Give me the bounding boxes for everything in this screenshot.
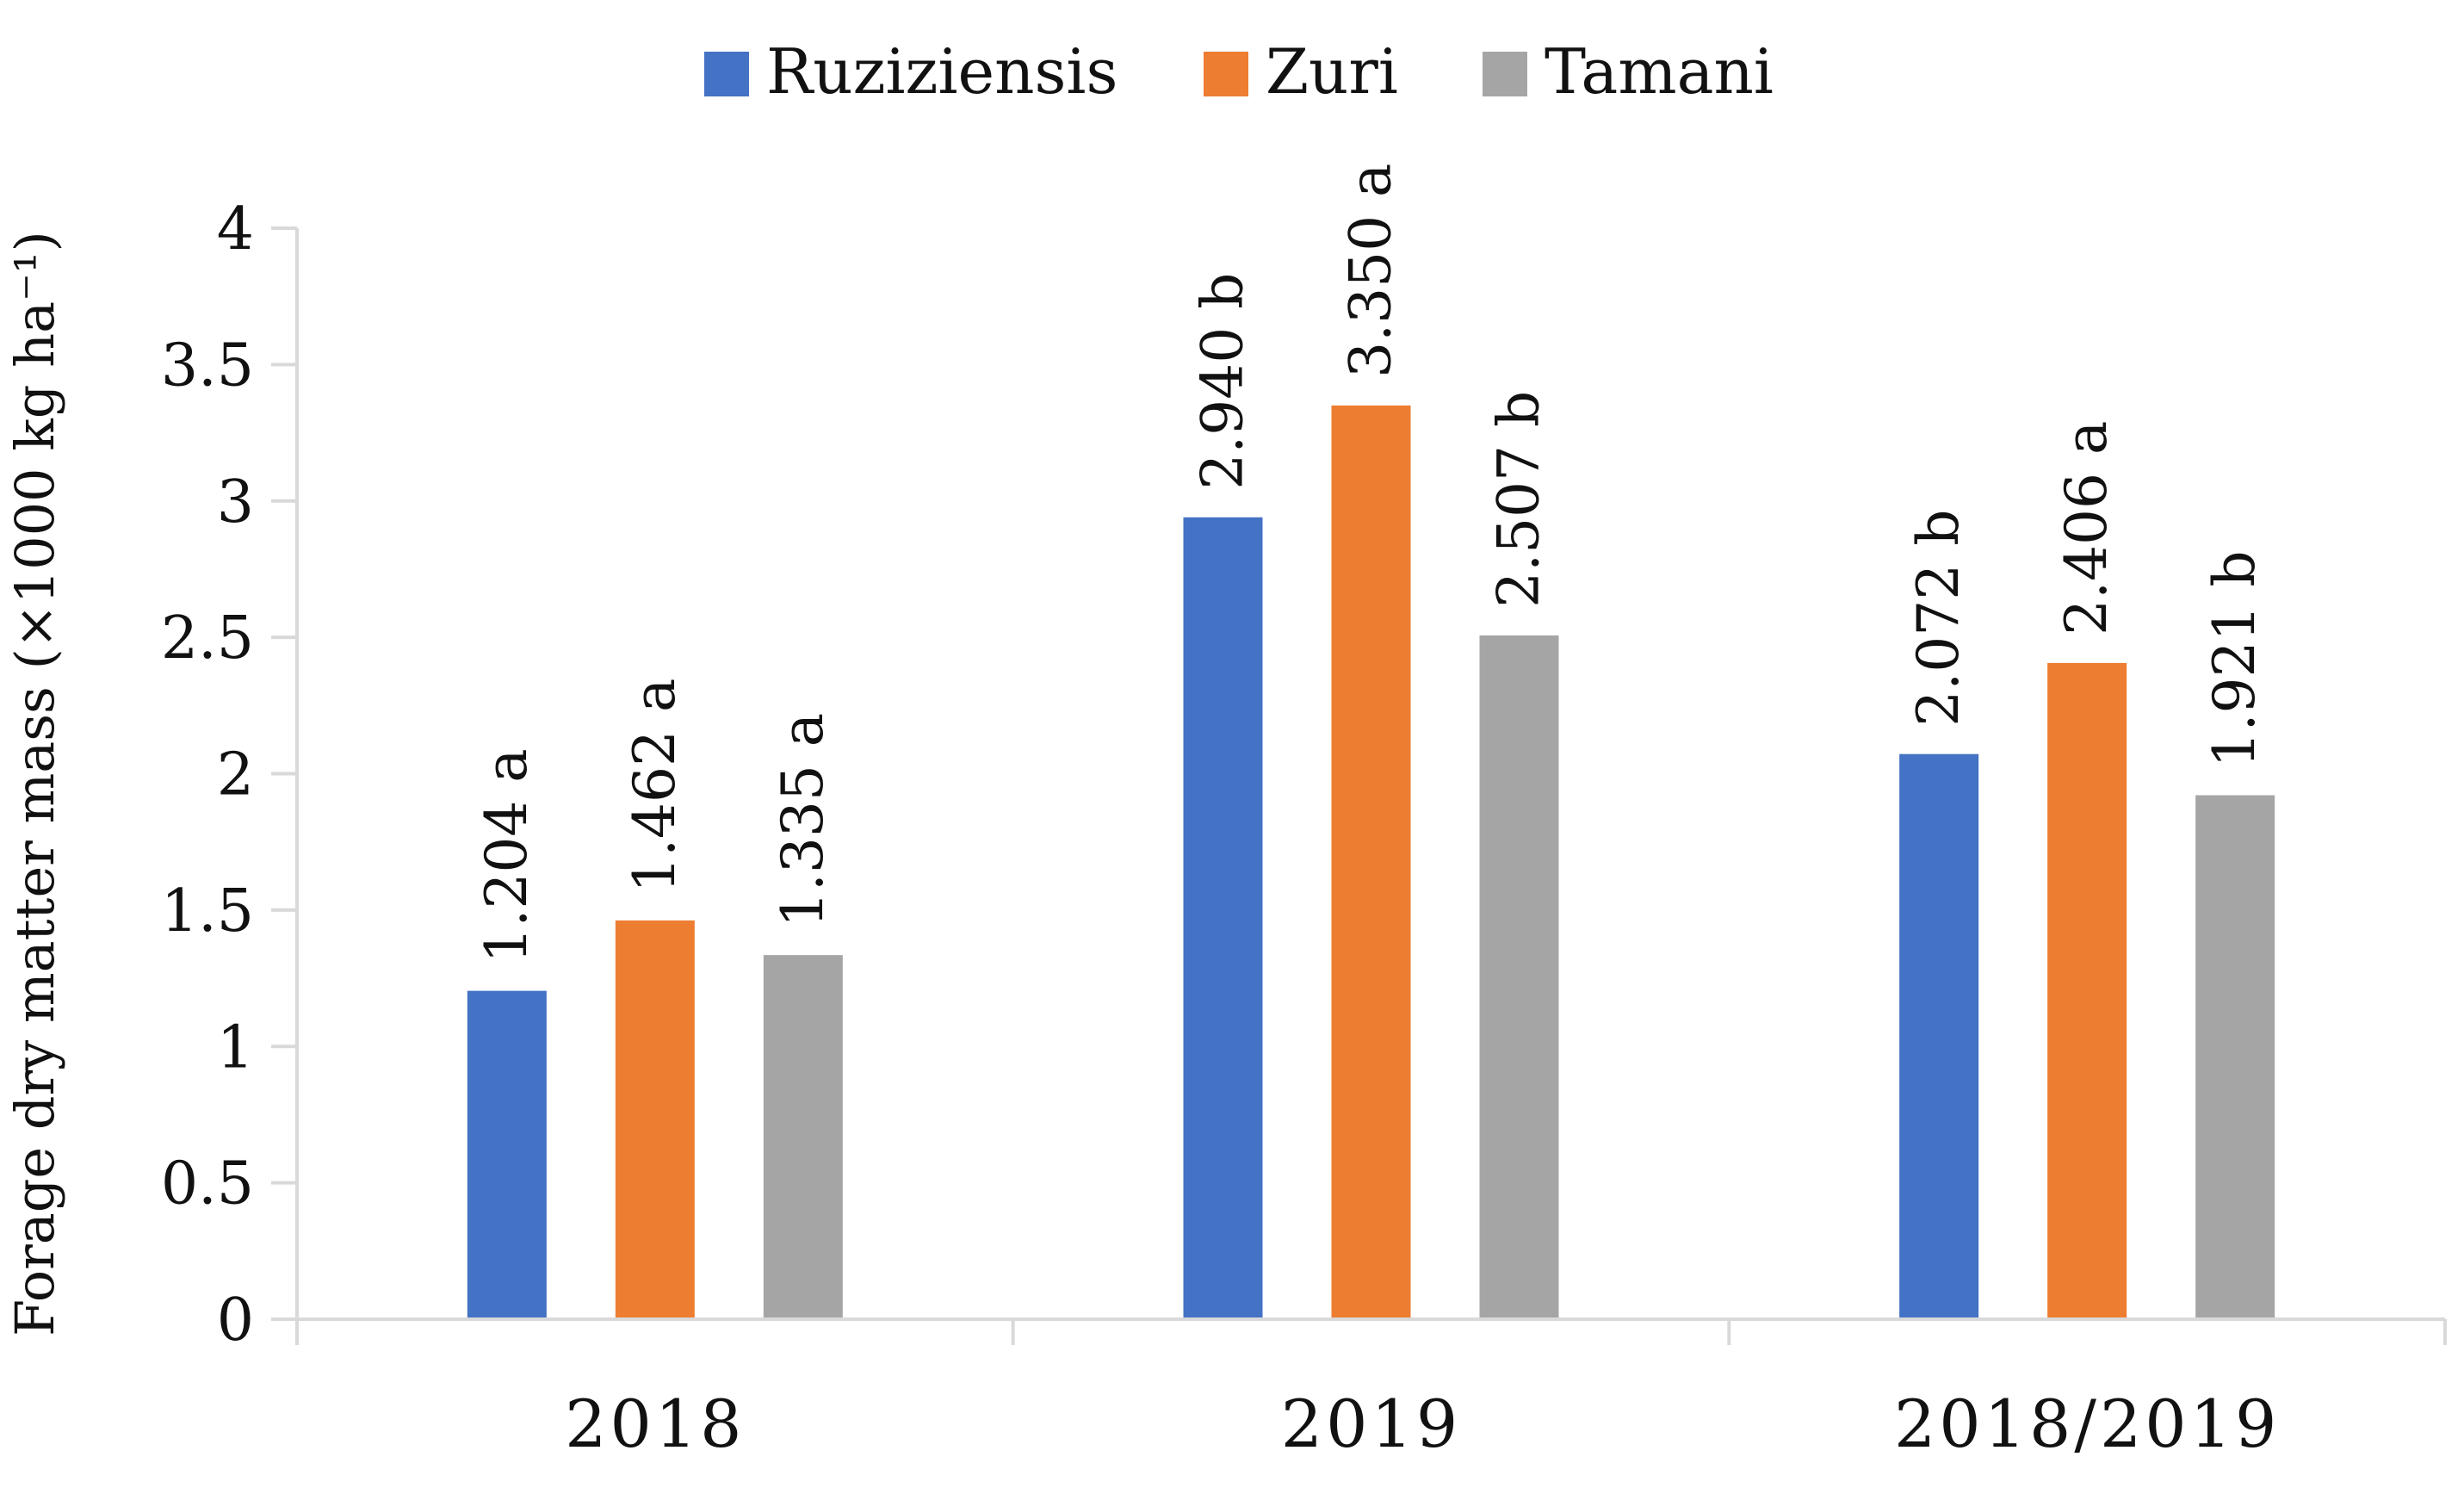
bar (1899, 753, 1979, 1319)
bar-data-label: 2.406 a (2053, 421, 2120, 635)
y-tick-label: 1.5 (161, 877, 254, 945)
y-tick-label: 4 (217, 195, 254, 263)
y-tick-label: 2 (217, 741, 254, 809)
bar (1479, 635, 1559, 1319)
legend-swatch (1204, 52, 1248, 96)
x-category-label: 2018 (565, 1386, 745, 1462)
y-tick-label: 3 (217, 468, 254, 536)
bar (615, 920, 695, 1319)
bar (1183, 517, 1263, 1319)
data-labels: 1.204 a 1.462 a 1.335 a 2.940 b 3.350 a 2.507… (474, 164, 2268, 964)
y-axis: 0 0.5 1 1.5 2 2.5 3 3.5 4 (161, 195, 299, 1355)
x-axis: 2018 2019 2018/2019 (295, 1317, 2447, 1462)
legend-label: Ruziziensis (766, 35, 1117, 108)
bars (467, 405, 2275, 1320)
legend-swatch (1483, 52, 1527, 96)
bar-data-label: 1.335 a (770, 713, 836, 927)
y-tick-label: 3.5 (161, 332, 254, 400)
bar (763, 955, 843, 1319)
bar-data-label: 2.072 b (1905, 510, 1972, 727)
y-tick-label: 0.5 (161, 1150, 254, 1218)
legend-label: Tamani (1545, 35, 1774, 108)
bar-data-label: 1.204 a (474, 748, 540, 963)
x-category-label: 2018/2019 (1894, 1386, 2280, 1462)
x-category-label: 2019 (1281, 1386, 1461, 1462)
y-axis-title: Forage dry matter mass (×1000 kg ha⁻¹) (3, 231, 66, 1336)
legend: Ruziziensis Zuri Tamani (704, 35, 1774, 108)
bar (1331, 405, 1411, 1320)
bar-data-label: 2.940 b (1190, 273, 1256, 490)
y-tick-label: 1 (217, 1014, 254, 1082)
bar-data-label: 3.350 a (1338, 164, 1404, 378)
bar-data-label: 1.462 a (622, 679, 688, 893)
legend-swatch (704, 52, 749, 96)
bar (2047, 662, 2127, 1319)
bar-data-label: 2.507 b (1486, 391, 1552, 608)
bar (467, 990, 547, 1319)
bar-data-label: 1.921 b (2201, 550, 2268, 767)
bar (2195, 795, 2275, 1319)
y-tick-label: 0 (217, 1286, 254, 1355)
y-tick-label: 2.5 (161, 604, 254, 673)
legend-label: Zuri (1266, 35, 1398, 108)
